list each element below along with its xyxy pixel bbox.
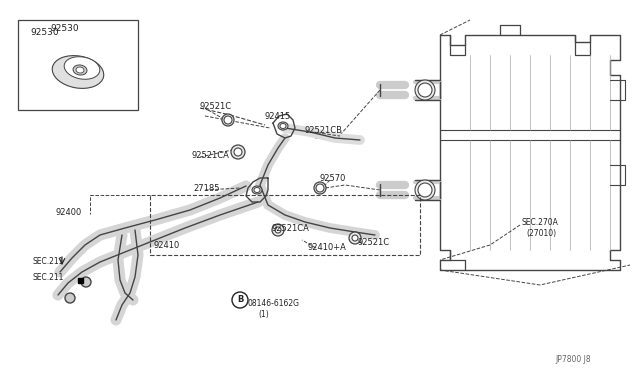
Text: 08146-6162G: 08146-6162G [248,299,300,308]
Bar [18,20,138,110]
Circle shape [275,227,281,233]
Text: 92530: 92530 [50,23,79,32]
Circle shape [418,83,432,97]
Text: SEC.211: SEC.211 [32,257,63,266]
Text: SEC.270A: SEC.270A [522,218,559,227]
Circle shape [272,224,284,236]
Text: 92410+A: 92410+A [308,244,347,253]
Text: (1): (1) [258,311,269,320]
Ellipse shape [76,67,84,73]
Circle shape [314,182,326,194]
Circle shape [224,116,232,124]
Text: 92530: 92530 [30,28,59,36]
Ellipse shape [278,122,288,130]
Circle shape [232,292,248,308]
Bar [150,195,420,255]
Text: 92415: 92415 [265,112,291,121]
Text: 92570: 92570 [320,173,346,183]
Ellipse shape [254,187,260,192]
Ellipse shape [280,124,286,128]
Circle shape [349,232,361,244]
Text: 92521CA: 92521CA [272,224,310,232]
Text: 92521C: 92521C [200,102,232,110]
Circle shape [81,277,91,287]
Circle shape [234,148,242,156]
Ellipse shape [64,57,100,79]
Text: SEC.211: SEC.211 [32,273,63,282]
Circle shape [352,235,358,241]
Circle shape [222,114,234,126]
Circle shape [65,293,75,303]
Text: 27185: 27185 [193,183,220,192]
Ellipse shape [52,55,104,89]
Text: (27010): (27010) [526,228,556,237]
Text: 92521CA: 92521CA [192,151,230,160]
Ellipse shape [73,65,87,75]
Text: 92400: 92400 [55,208,81,217]
Text: 92521CB: 92521CB [305,125,343,135]
Circle shape [231,145,245,159]
Ellipse shape [252,186,262,194]
Text: 92521C: 92521C [358,237,390,247]
Circle shape [415,180,435,200]
Circle shape [418,183,432,197]
Circle shape [415,80,435,100]
Text: 92410: 92410 [153,241,179,250]
Text: B: B [237,295,243,305]
Bar [78,278,83,283]
Circle shape [316,184,324,192]
Text: JP7800 J8: JP7800 J8 [555,356,591,365]
